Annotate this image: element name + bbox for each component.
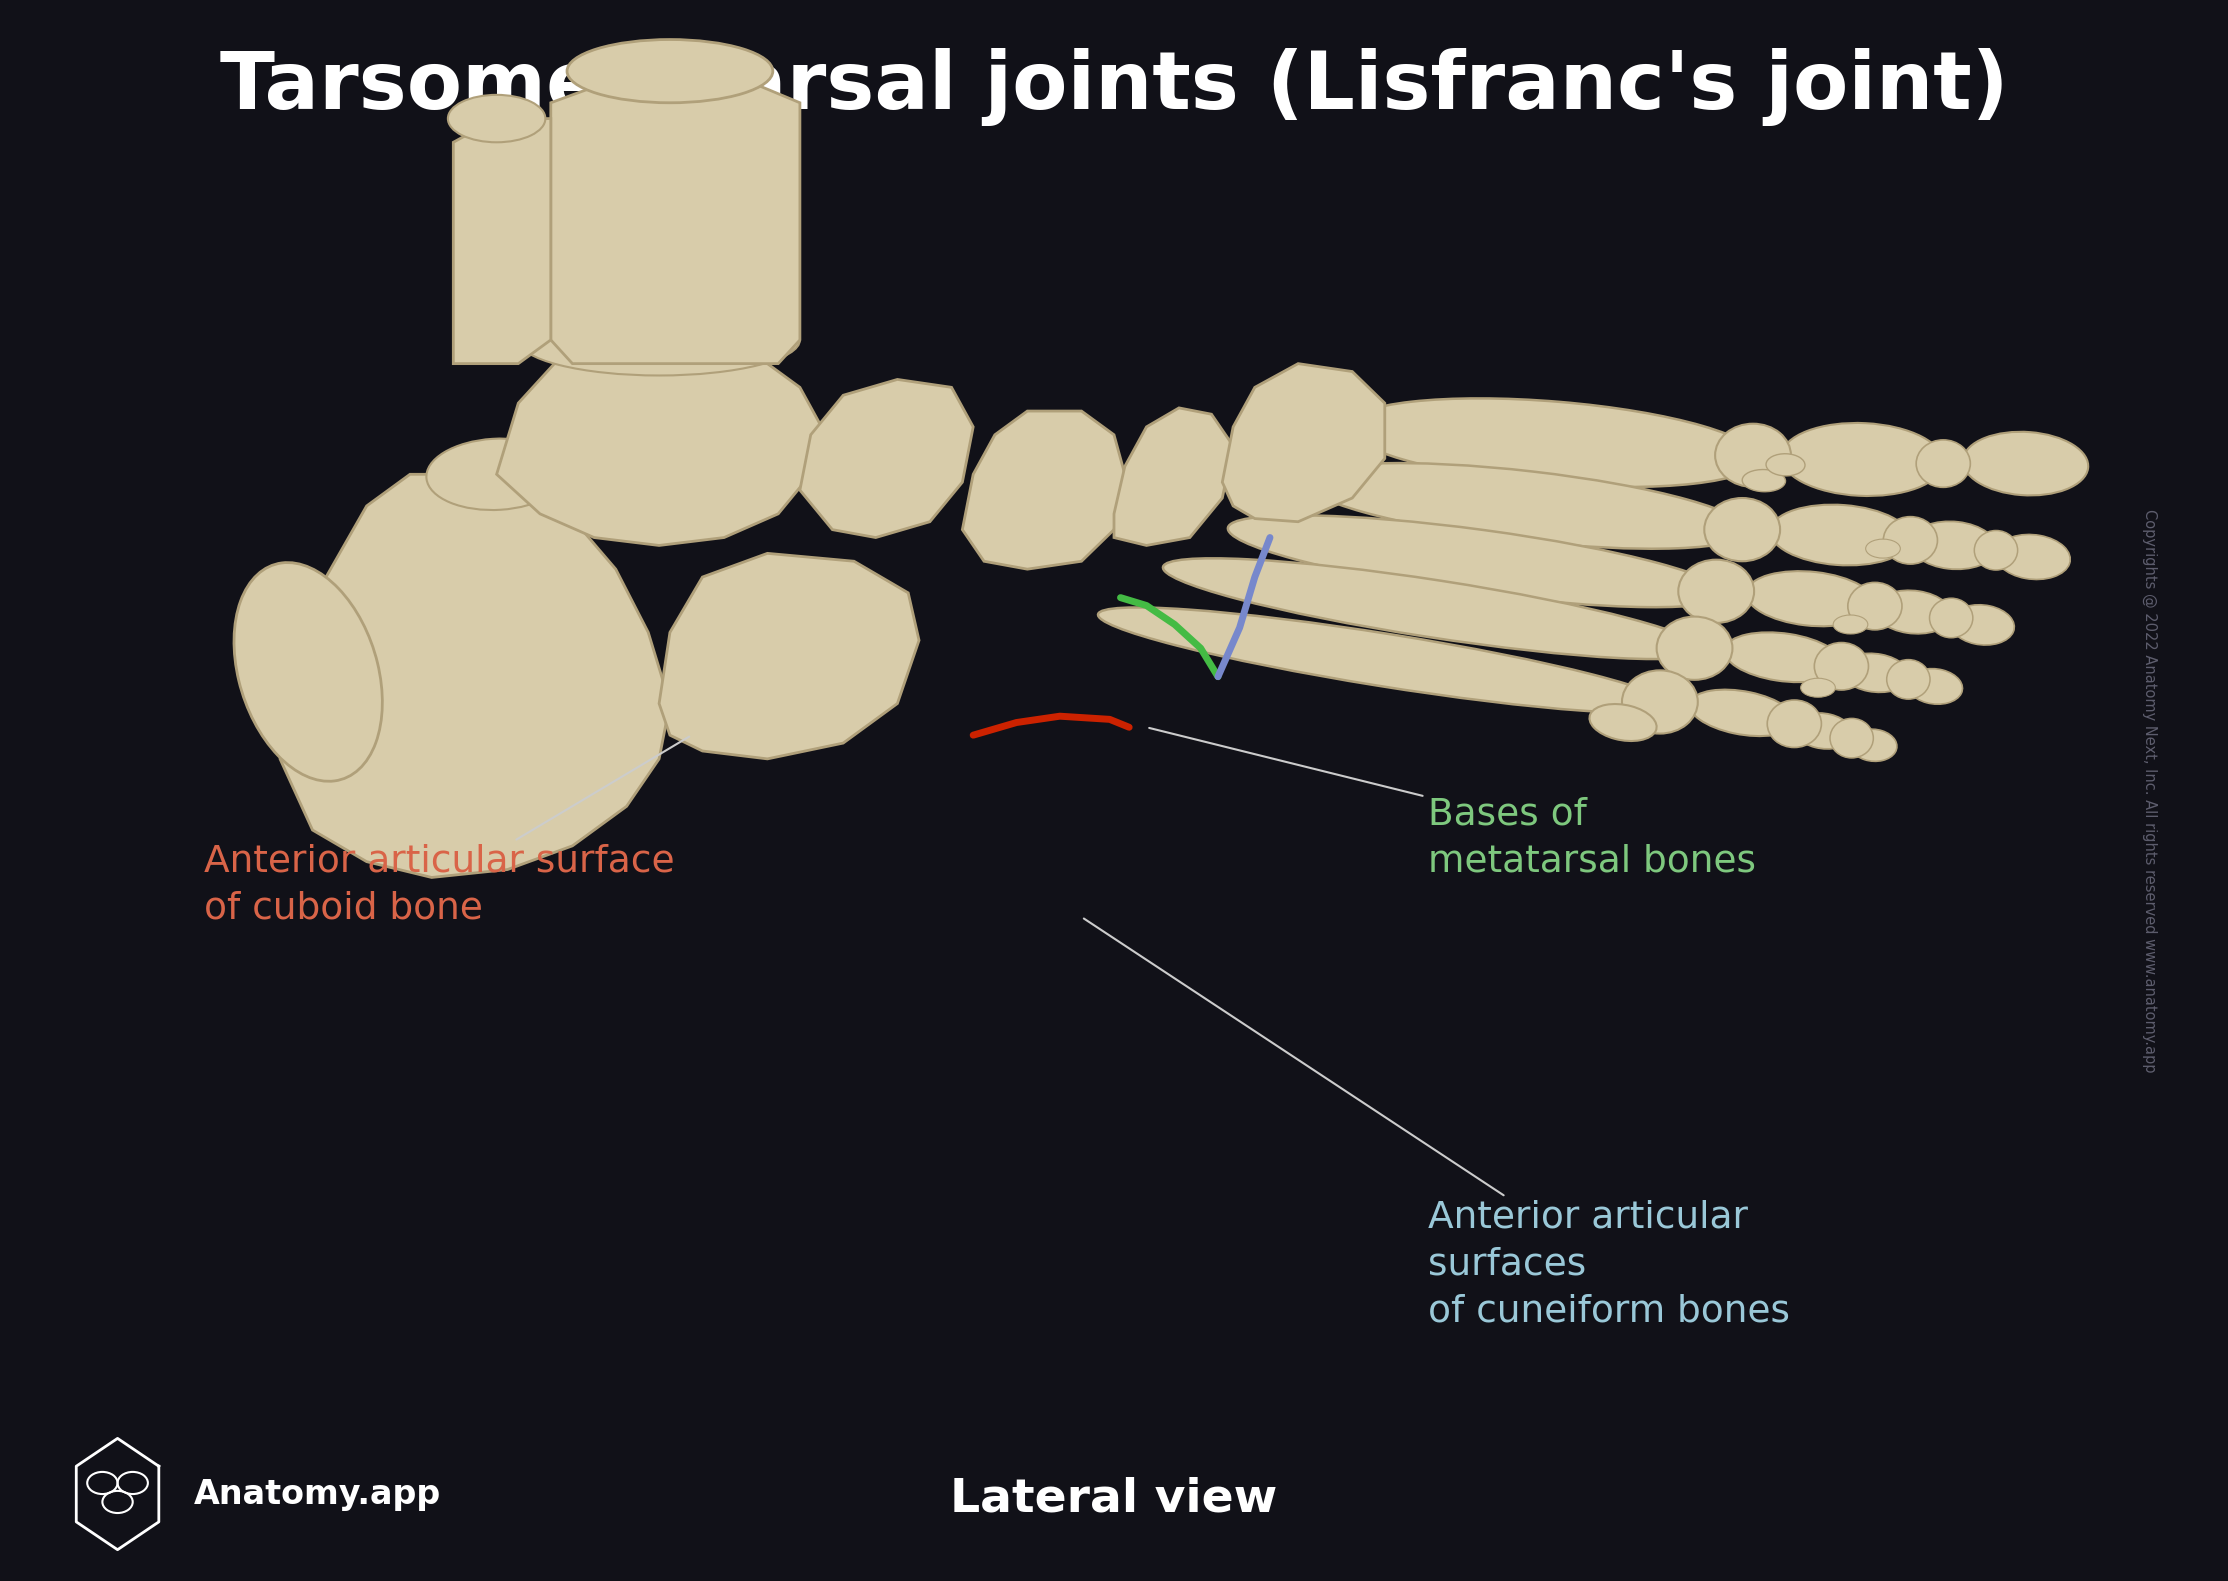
Polygon shape bbox=[659, 553, 918, 759]
Ellipse shape bbox=[1716, 424, 1791, 487]
Ellipse shape bbox=[1780, 424, 1943, 496]
Ellipse shape bbox=[1228, 515, 1727, 607]
Ellipse shape bbox=[1098, 607, 1671, 713]
Text: Anterior articular
surfaces
of cuneiform bones: Anterior articular surfaces of cuneiform… bbox=[1083, 919, 1789, 1330]
Text: Tarsometatarsal joints (Lisfranc's joint): Tarsometatarsal joints (Lisfranc's joint… bbox=[221, 47, 2007, 126]
Ellipse shape bbox=[595, 95, 746, 316]
Text: Lateral view: Lateral view bbox=[951, 1477, 1277, 1521]
Ellipse shape bbox=[1909, 522, 1996, 569]
Ellipse shape bbox=[1849, 729, 1896, 762]
Ellipse shape bbox=[1907, 669, 1963, 704]
Ellipse shape bbox=[1974, 531, 2019, 571]
Ellipse shape bbox=[1704, 498, 1780, 561]
Ellipse shape bbox=[1814, 642, 1869, 689]
Ellipse shape bbox=[1996, 534, 2070, 580]
Ellipse shape bbox=[519, 304, 800, 375]
Text: Anatomy.app: Anatomy.app bbox=[194, 1478, 441, 1510]
Ellipse shape bbox=[1874, 590, 1952, 634]
Ellipse shape bbox=[1840, 653, 1909, 692]
Ellipse shape bbox=[1794, 713, 1854, 749]
Ellipse shape bbox=[354, 553, 573, 806]
Ellipse shape bbox=[1303, 463, 1747, 549]
Ellipse shape bbox=[1883, 517, 1938, 564]
Ellipse shape bbox=[1829, 718, 1874, 757]
Ellipse shape bbox=[1929, 598, 1972, 637]
Polygon shape bbox=[497, 332, 822, 545]
Ellipse shape bbox=[1747, 571, 1876, 626]
Polygon shape bbox=[1114, 408, 1232, 545]
Ellipse shape bbox=[1767, 454, 1805, 476]
Ellipse shape bbox=[1589, 704, 1658, 741]
Ellipse shape bbox=[1163, 558, 1704, 659]
Polygon shape bbox=[452, 119, 550, 364]
Ellipse shape bbox=[1916, 440, 1970, 487]
Ellipse shape bbox=[1689, 689, 1796, 737]
Ellipse shape bbox=[1767, 700, 1823, 748]
Ellipse shape bbox=[1658, 617, 1733, 680]
Text: Copyrights @ 2022 Anatomy Next, Inc. All rights reserved www.anatomy.app: Copyrights @ 2022 Anatomy Next, Inc. All… bbox=[2141, 509, 2157, 1072]
Ellipse shape bbox=[1887, 659, 1929, 699]
Text: Anterior articular surface
of cuboid bone: Anterior articular surface of cuboid bon… bbox=[205, 737, 688, 926]
Polygon shape bbox=[962, 411, 1125, 569]
Ellipse shape bbox=[1847, 582, 1903, 629]
Ellipse shape bbox=[1834, 615, 1867, 634]
Ellipse shape bbox=[234, 563, 383, 781]
Text: Bases of
metatarsal bones: Bases of metatarsal bones bbox=[1150, 727, 1756, 879]
Ellipse shape bbox=[1800, 678, 1836, 697]
Ellipse shape bbox=[1865, 539, 1900, 558]
Ellipse shape bbox=[1678, 560, 1753, 623]
Ellipse shape bbox=[1724, 632, 1843, 681]
Ellipse shape bbox=[448, 95, 546, 142]
Ellipse shape bbox=[568, 40, 773, 103]
Polygon shape bbox=[1223, 364, 1386, 522]
Ellipse shape bbox=[1950, 606, 2014, 645]
Ellipse shape bbox=[426, 438, 566, 511]
Polygon shape bbox=[800, 379, 974, 538]
Polygon shape bbox=[550, 71, 800, 364]
Polygon shape bbox=[281, 474, 671, 877]
Ellipse shape bbox=[1622, 670, 1698, 734]
Ellipse shape bbox=[1348, 398, 1758, 487]
Ellipse shape bbox=[1742, 470, 1785, 492]
Ellipse shape bbox=[1771, 504, 1912, 566]
Ellipse shape bbox=[1963, 432, 2088, 495]
